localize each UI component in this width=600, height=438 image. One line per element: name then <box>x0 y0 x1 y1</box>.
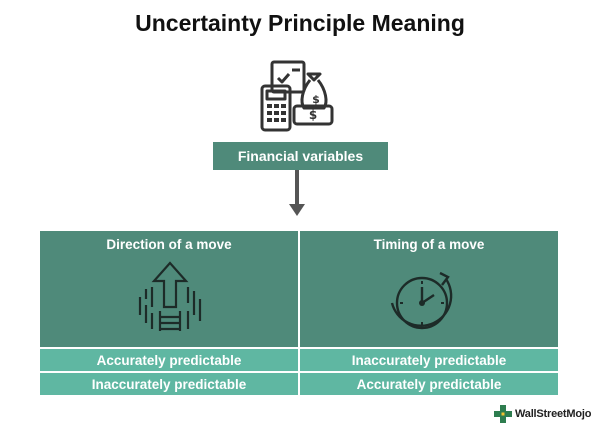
direction-row-1: Accurately predictable <box>40 349 298 371</box>
money-bag-calculator-document-icon: $ $ <box>260 60 334 132</box>
timing-panel: Timing of a move <box>300 231 558 347</box>
svg-text:$: $ <box>309 108 317 122</box>
arrow-up-icon <box>138 261 202 331</box>
direction-row-2: Inaccurately predictable <box>40 373 298 395</box>
timing-row-2: Accurately predictable <box>300 373 558 395</box>
financial-variables-box: Financial variables <box>213 142 388 170</box>
direction-panel: Direction of a move <box>40 231 298 347</box>
arrow-down-icon <box>289 170 305 216</box>
brand-logo: WallStreetMojo <box>494 404 591 424</box>
direction-heading: Direction of a move <box>106 237 232 252</box>
svg-text:$: $ <box>312 93 320 106</box>
page-title: Uncertainty Principle Meaning <box>135 10 465 36</box>
brand-name: WallStreetMojo <box>515 408 592 420</box>
wallstreetmojo-logo-icon <box>494 405 512 423</box>
comparison-grid: Direction of a move Timing of a move <box>40 231 558 395</box>
clock-icon <box>390 271 453 330</box>
timing-heading: Timing of a move <box>373 237 485 252</box>
timing-row-1: Inaccurately predictable <box>300 349 558 371</box>
